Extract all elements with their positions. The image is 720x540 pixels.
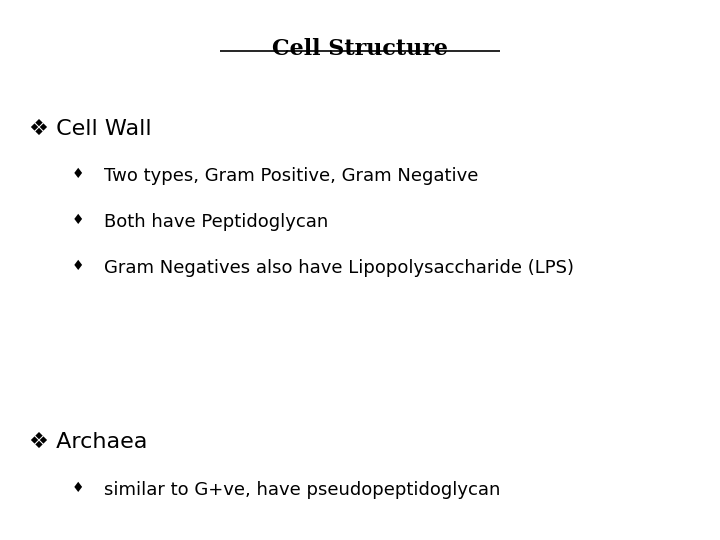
Text: ♦: ♦ bbox=[72, 481, 84, 495]
Text: ❖ Cell Wall: ❖ Cell Wall bbox=[29, 119, 151, 139]
Text: ♦: ♦ bbox=[72, 259, 84, 273]
Text: ❖ Archaea: ❖ Archaea bbox=[29, 432, 147, 452]
Text: similar to G+ve, have pseudopeptidoglycan: similar to G+ve, have pseudopeptidoglyca… bbox=[104, 481, 501, 498]
Text: Both have Peptidoglycan: Both have Peptidoglycan bbox=[104, 213, 328, 231]
Text: Two types, Gram Positive, Gram Negative: Two types, Gram Positive, Gram Negative bbox=[104, 167, 479, 185]
Text: ♦: ♦ bbox=[72, 213, 84, 227]
Text: ♦: ♦ bbox=[72, 167, 84, 181]
Text: Gram Negatives also have Lipopolysaccharide (LPS): Gram Negatives also have Lipopolysacchar… bbox=[104, 259, 575, 277]
Text: Cell Structure: Cell Structure bbox=[272, 38, 448, 60]
